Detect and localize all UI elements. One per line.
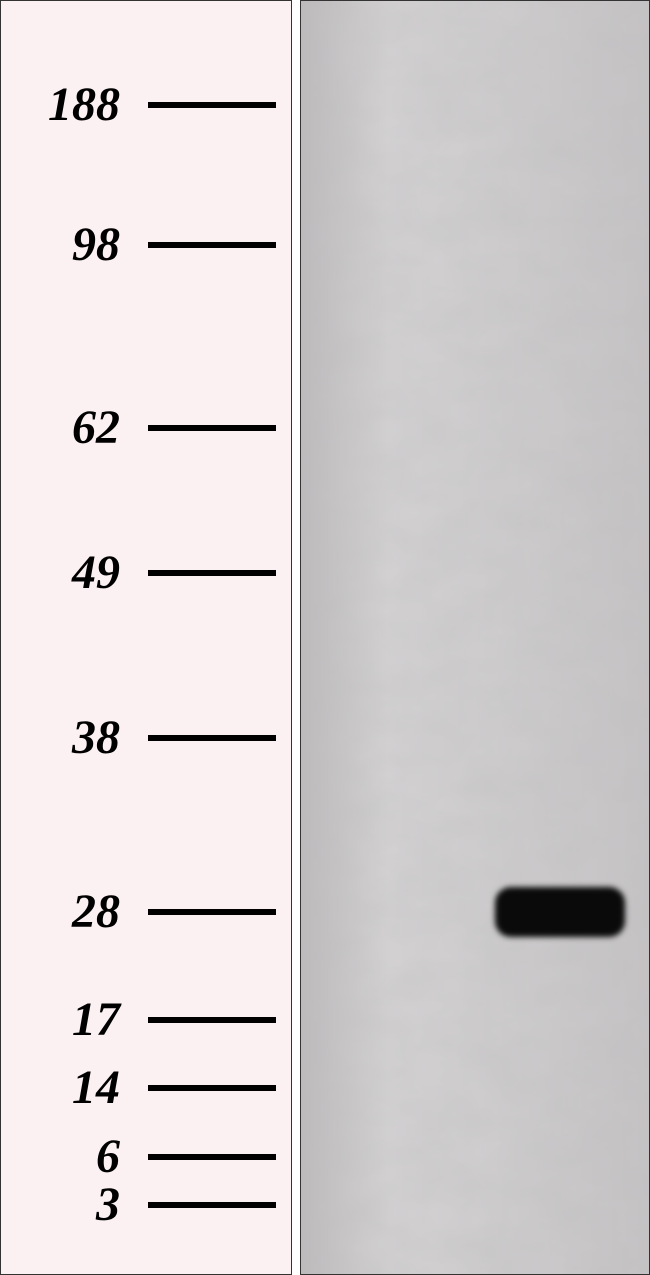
mw-marker-tick [148,1154,276,1160]
mw-marker-tick [148,102,276,108]
mw-marker-label: 28 [0,888,120,936]
mw-marker-tick [148,1085,276,1091]
mw-marker-tick [148,570,276,576]
mw-marker-label: 3 [0,1181,120,1229]
mw-marker-label: 17 [0,996,120,1044]
mw-marker-tick [148,735,276,741]
mw-marker-tick [148,1017,276,1023]
western-blot-membrane-panel [300,0,650,1275]
mw-marker-label: 98 [0,221,120,269]
mw-marker-tick [148,1202,276,1208]
mw-marker-tick [148,909,276,915]
mw-marker-label: 188 [0,81,120,129]
mw-marker-label: 62 [0,404,120,452]
mw-marker-label: 38 [0,714,120,762]
mw-marker-label: 14 [0,1064,120,1112]
mw-marker-label: 6 [0,1133,120,1181]
mw-marker-label: 49 [0,549,120,597]
protein-band [495,887,625,937]
membrane-texture [301,1,649,1274]
mw-marker-tick [148,242,276,248]
mw-marker-tick [148,425,276,431]
